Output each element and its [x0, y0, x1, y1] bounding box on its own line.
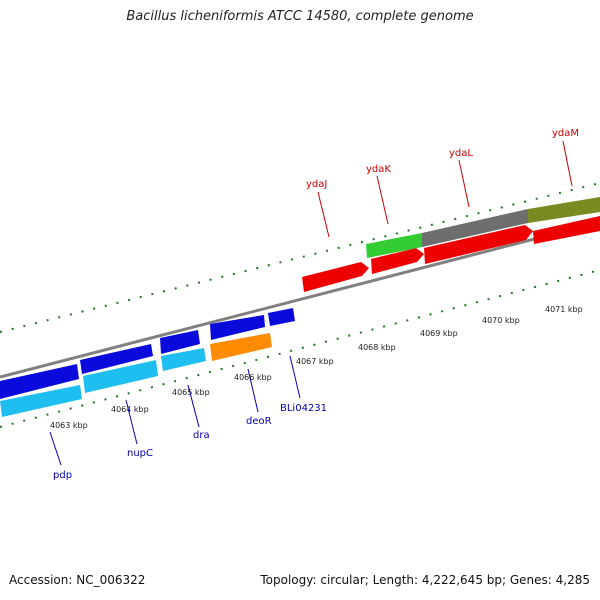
gene-pdp-lower[interactable] [0, 385, 82, 417]
gene-ydaJ[interactable] [302, 262, 369, 292]
top-gene-labels: ydaJ ydaK ydaL ydaM [306, 128, 579, 238]
inner-tick-line [0, 269, 600, 428]
tick-label: 4069 kbp [420, 329, 458, 338]
bottom-gene-labels: pdp nupC dra deoR BLi04231 [49, 355, 327, 481]
gene-deoR-upper[interactable] [210, 315, 265, 340]
BLi04231-label[interactable]: BLi04231 [280, 403, 327, 414]
dra-leader [187, 384, 200, 428]
nupC-label[interactable]: nupC [127, 448, 153, 459]
gene-olive-feature[interactable] [528, 197, 600, 223]
tick-label: 4071 kbp [545, 305, 583, 314]
tick-label: 4063 kbp [50, 421, 88, 430]
genome-backbone [0, 220, 600, 379]
ydaJ-label[interactable]: ydaJ [306, 179, 327, 190]
gene-ydaM[interactable] [533, 216, 600, 244]
outer-tick-line [0, 182, 600, 333]
ydaL-leader [458, 159, 470, 208]
pdp-leader [49, 431, 62, 466]
gene-ydaK[interactable] [371, 248, 424, 274]
pdp-label[interactable]: pdp [53, 470, 72, 481]
gene-nupC-upper[interactable] [80, 344, 153, 374]
outer-tick-track [0, 182, 600, 333]
map-title: Bacillus licheniformis ATCC 14580, compl… [126, 9, 474, 24]
gene-green-feature[interactable] [366, 233, 422, 258]
tick-label: 4066 kbp [234, 373, 272, 382]
deoR-leader [247, 368, 259, 413]
ydaL-label[interactable]: ydaL [449, 148, 473, 159]
deoR-label[interactable]: deoR [246, 416, 272, 427]
tick-label: 4068 kbp [358, 343, 396, 352]
gene-deoR-orange[interactable] [210, 333, 272, 361]
tick-label: 4070 kbp [482, 316, 520, 325]
tick-label: 4067 kbp [296, 357, 334, 366]
gene-grey-feature[interactable] [422, 209, 528, 247]
ydaM-leader [562, 140, 573, 187]
accession-text: Accession: NC_006322 [9, 573, 146, 587]
topology-text: Topology: circular; Length: 4,222,645 bp… [260, 573, 590, 587]
ydaJ-leader [317, 191, 330, 238]
BLi04231-leader [289, 355, 301, 399]
gene-ydaL[interactable] [424, 225, 533, 264]
gene-dra-lower[interactable] [161, 348, 206, 371]
gene-nupC-lower[interactable] [83, 360, 158, 393]
ydaK-leader [376, 175, 389, 225]
gene-BLi04231-upper[interactable] [268, 308, 295, 326]
dra-label[interactable]: dra [193, 430, 210, 441]
ydaM-label[interactable]: ydaM [552, 128, 579, 139]
gene-pdp-upper[interactable] [0, 364, 79, 399]
gene-features [0, 197, 600, 417]
inner-tick-track [0, 269, 600, 428]
tick-label: 4064 kbp [111, 405, 149, 414]
gene-dra-upper[interactable] [160, 330, 200, 354]
nupC-leader [125, 399, 138, 445]
tick-label: 4065 kbp [172, 388, 210, 397]
ydaK-label[interactable]: ydaK [366, 164, 391, 175]
tick-labels: 4063 kbp 4064 kbp 4065 kbp 4066 kbp 4067… [50, 305, 583, 430]
